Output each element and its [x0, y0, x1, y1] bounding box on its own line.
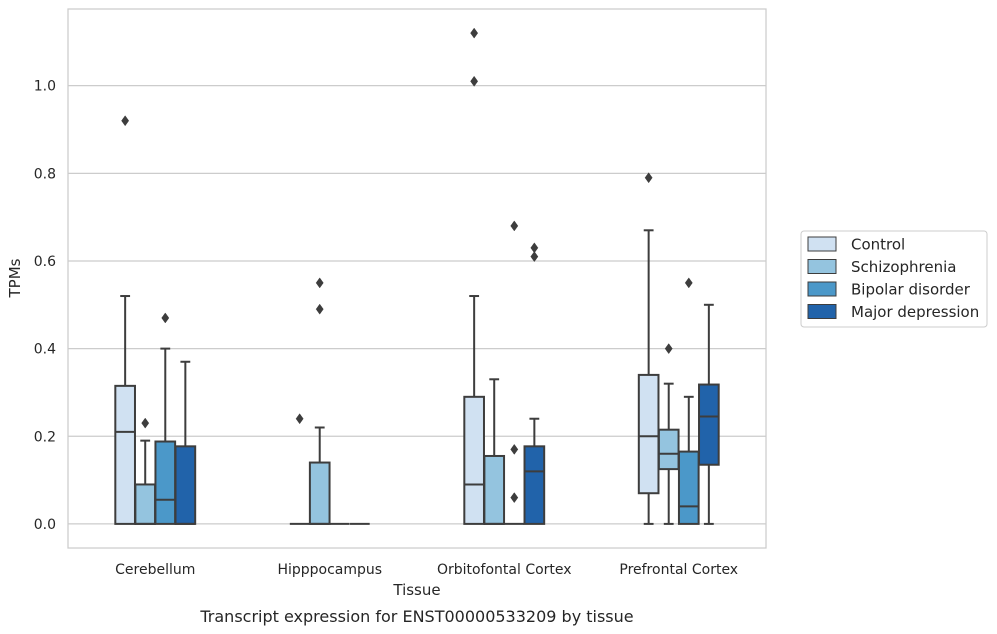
legend: Control Schizophrenia Bipolar disorder Majo…: [800, 230, 988, 328]
outlier-point: [121, 115, 130, 127]
box-bipolar-disorder: [677, 277, 700, 525]
box-major-depression: [698, 303, 720, 525]
y-axis-label: TPMs: [6, 258, 24, 298]
outlier-point: [315, 277, 324, 289]
box-group-cerebellum: [114, 115, 197, 525]
outlier-point: [510, 443, 519, 455]
box-group-orbitofontal-cortex: [463, 27, 546, 525]
box-schizophrenia: [308, 277, 331, 525]
box-group-hipppocampus: [289, 277, 370, 525]
outlier-point: [510, 220, 519, 232]
x-axis-label: Tissue: [392, 581, 440, 599]
y-tick-label: 1.0: [34, 79, 56, 95]
box-schizophrenia: [657, 343, 680, 525]
x-tick-labels: Cerebellum Hipppocampus Orbitofontal Corte…: [115, 562, 738, 578]
y-tick-label: 0.4: [34, 342, 56, 358]
legend-label: Schizophrenia: [851, 258, 956, 276]
plot-frame: [67, 8, 767, 549]
x-tick-label: Prefrontal Cortex: [619, 562, 738, 578]
box-iqr: [154, 440, 177, 525]
box-control: [114, 115, 136, 525]
x-tick-label: Orbitofontal Cortex: [437, 562, 572, 578]
box-control: [637, 172, 660, 525]
x-tick-label: Cerebellum: [115, 562, 195, 578]
box-iqr: [677, 450, 700, 525]
box-control: [463, 27, 485, 525]
box-major-depression: [523, 242, 546, 525]
outlier-point: [684, 277, 693, 289]
outlier-point: [644, 172, 653, 184]
y-tick-label: 0.6: [34, 254, 56, 270]
outlier-point: [530, 242, 539, 254]
chart-caption: Transcript expression for ENST0000053320…: [199, 607, 633, 626]
outlier-point: [315, 303, 324, 315]
box-schizophrenia: [483, 378, 506, 525]
outlier-point: [161, 312, 170, 324]
box-group-prefrontal-cortex: [637, 172, 720, 525]
box-iqr: [463, 395, 485, 525]
outlier-point: [141, 417, 150, 429]
box-iqr: [657, 428, 680, 471]
box-iqr: [637, 373, 660, 495]
legend-swatch: [807, 281, 837, 297]
box-schizophrenia: [134, 417, 157, 525]
y-tick-label: 0.8: [34, 166, 56, 182]
legend-label: Major depression: [851, 303, 979, 321]
box-iqr: [308, 461, 331, 525]
box-iqr: [114, 384, 136, 525]
outlier-point: [664, 343, 673, 355]
outlier-point: [295, 413, 304, 425]
legend-swatch: [807, 259, 837, 274]
y-tick-labels: 0.0 0.2 0.4 0.6 0.8 1.0: [34, 79, 56, 533]
box-bipolar-disorder: [504, 220, 525, 525]
legend-swatch: [807, 236, 837, 252]
box-groups: [114, 27, 720, 525]
box-iqr: [174, 445, 197, 525]
box-iqr: [523, 445, 546, 525]
outlier-point: [510, 492, 519, 504]
legend-frame: [800, 230, 988, 328]
legend-label: Bipolar disorder: [851, 281, 971, 299]
y-tick-label: 0.0: [34, 517, 56, 533]
legend-label: Control: [851, 236, 905, 254]
box-iqr: [134, 483, 157, 525]
box-iqr: [698, 383, 720, 466]
outlier-point: [530, 251, 539, 263]
x-tick-label: Hipppocampus: [277, 562, 382, 578]
outlier-point: [470, 75, 479, 87]
box-control: [289, 413, 310, 525]
y-tick-label: 0.2: [34, 429, 56, 445]
box-major-depression: [174, 360, 197, 525]
legend-swatch: [807, 304, 837, 319]
box-iqr: [483, 454, 506, 525]
box-bipolar-disorder: [154, 312, 177, 525]
outlier-point: [470, 27, 479, 39]
